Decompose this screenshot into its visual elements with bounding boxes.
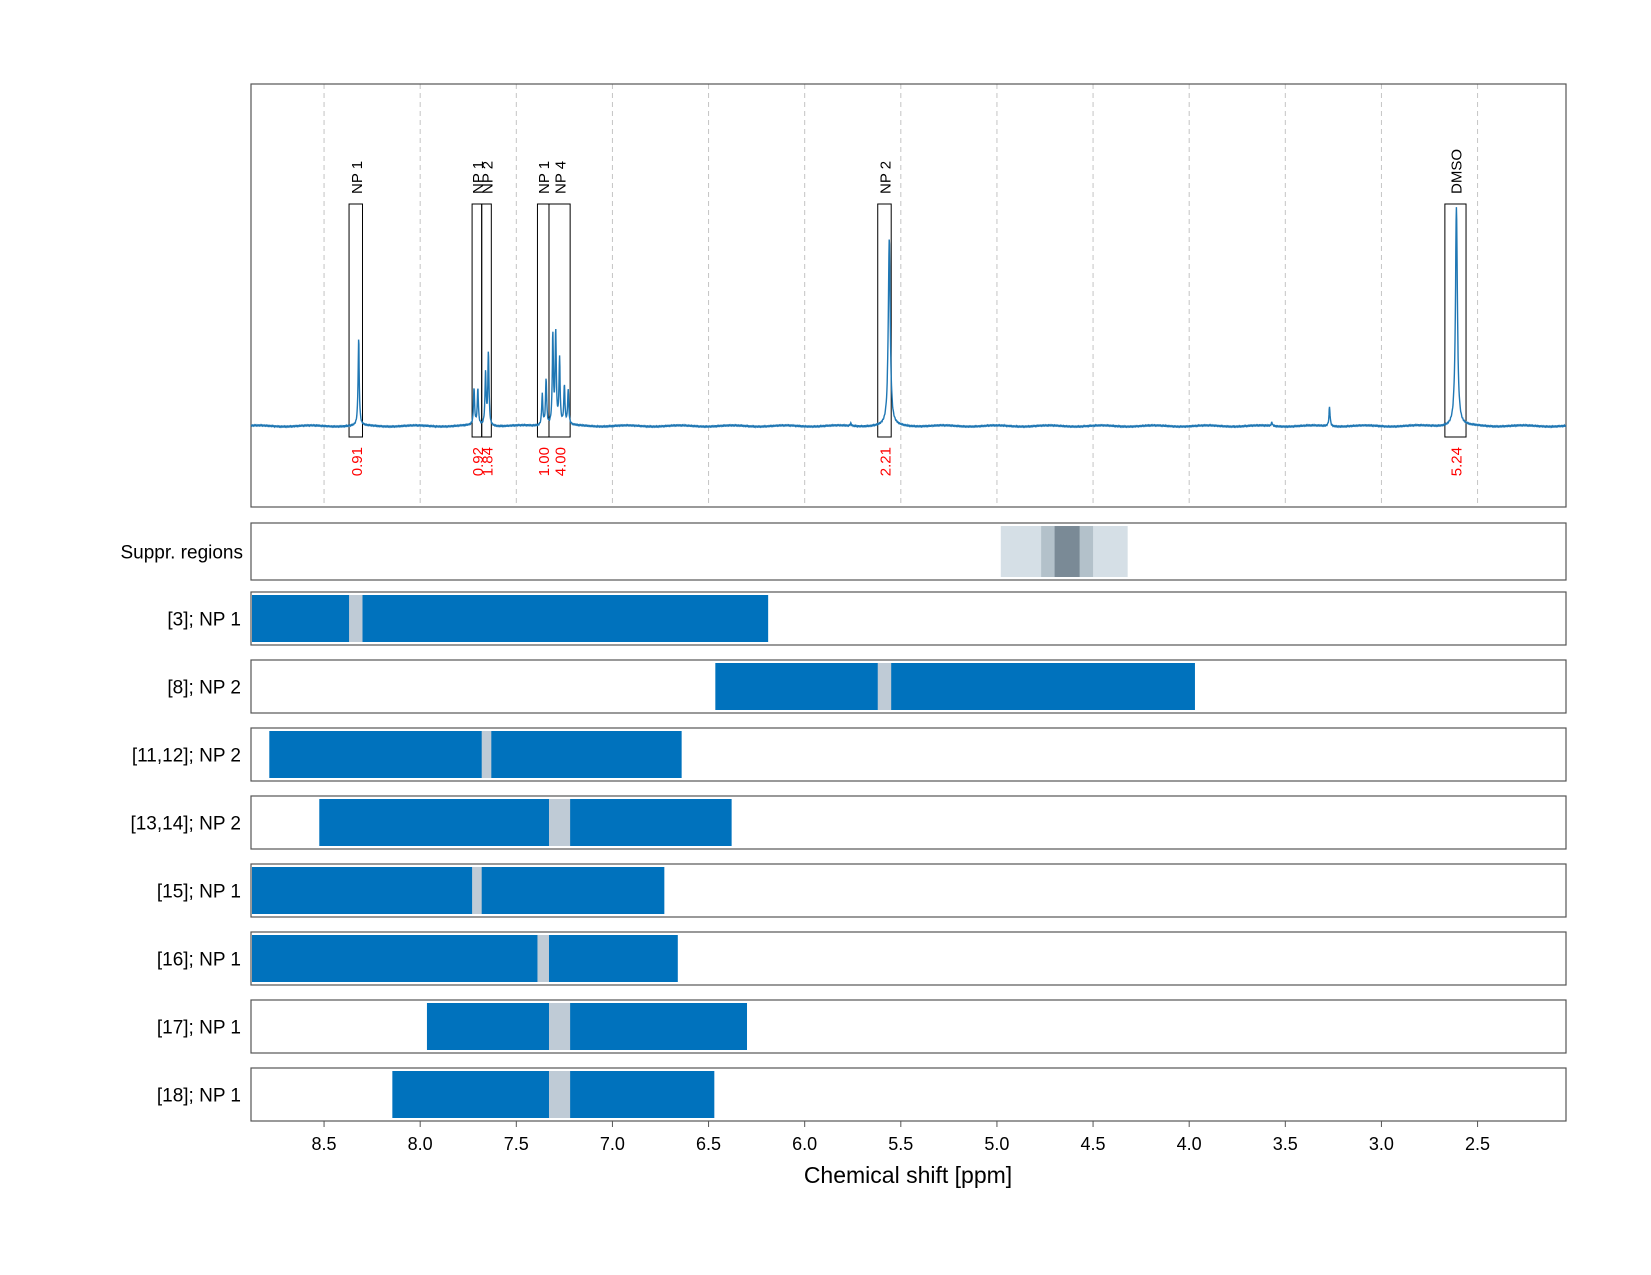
row-bar [426,1003,748,1050]
x-tick-label: 7.0 [600,1134,625,1154]
x-axis: 8.5 8.0 7.5 7.0 6.5 6.0 5.5 5.0 4.5 4.0 3.5 3.0 2.5 [312,1121,1490,1154]
suppression-band [1054,526,1080,577]
x-tick-label: 4.5 [1081,1134,1106,1154]
integration-label: NP 2 [480,161,497,194]
suppression-label: Suppr. regions [120,543,243,564]
row-bar [252,935,678,982]
row-marker [548,1071,571,1118]
integration-value: 2.21 [877,447,894,476]
row-marker [472,867,482,914]
integration-box [481,203,492,438]
row-label: [15]; NP 1 [157,882,241,903]
x-axis-label: Chemical shift [ppm] [804,1162,1012,1188]
row-marker [481,731,492,778]
row-label: [3]; NP 1 [167,610,241,631]
grid-lines [323,84,1479,507]
integration-label: NP 1 [470,161,487,194]
integration-value: 1.00 [536,447,553,476]
row-bar [715,663,1195,710]
integration-box [548,203,571,438]
row-bar [252,595,769,642]
row-marker [548,799,571,846]
row-marker [548,1003,571,1050]
row-bar [252,867,665,914]
integration-box [877,203,892,438]
integration-label: DMSO [1448,149,1465,194]
integration-box [1444,203,1467,438]
x-tick-label: 6.5 [696,1134,721,1154]
x-tick-label: 5.0 [984,1134,1009,1154]
spectrum-line [250,207,1567,429]
integration-label: NP 1 [536,161,553,194]
assignment-rows: [3]; NP 1 [8]; NP 2 [11,12]; NP 2 [13,14]; … [130,591,1567,1122]
x-tick-label: 5.5 [888,1134,913,1154]
integration-value: 0.91 [349,447,366,476]
x-tick-label: 4.0 [1177,1134,1202,1154]
row-label: [16]; NP 1 [157,950,241,971]
x-tick-label: 7.5 [504,1134,529,1154]
integration-label: NP 2 [877,161,894,194]
row-label: [17]; NP 1 [157,1018,241,1039]
suppression-frame [250,522,1567,581]
integration-value: 5.24 [1448,447,1465,476]
row-bar [319,799,732,846]
row-label: [8]; NP 2 [167,678,241,699]
integration-label: NP 4 [553,161,570,194]
spectrum-frame [250,83,1567,508]
row-label: [13,14]; NP 2 [130,814,241,835]
integration-value: 0.92 [470,447,487,476]
x-tick-label: 8.0 [408,1134,433,1154]
integration-value: 1.84 [480,447,497,476]
x-tick-label: 2.5 [1465,1134,1490,1154]
integration-label: NP 1 [349,161,366,194]
x-tick-label: 3.0 [1369,1134,1394,1154]
row-label: [11,12]; NP 2 [132,746,241,767]
integration-box [348,203,364,438]
x-tick-label: 3.5 [1273,1134,1298,1154]
row-label: [18]; NP 1 [157,1086,241,1107]
row-marker [349,595,363,642]
row-bar [269,731,682,778]
row-marker [537,935,549,982]
suppression-panel: Suppr. regions [120,522,1567,581]
spectrum-panel: NP 1 0.91 NP 1 0.92 NP 2 1.84 NP 1 1.00 NP 4 4.00… [250,83,1567,508]
row-marker [877,663,892,710]
x-tick-label: 6.0 [792,1134,817,1154]
x-tick-label: 8.5 [312,1134,337,1154]
integration-value: 4.00 [553,447,570,476]
